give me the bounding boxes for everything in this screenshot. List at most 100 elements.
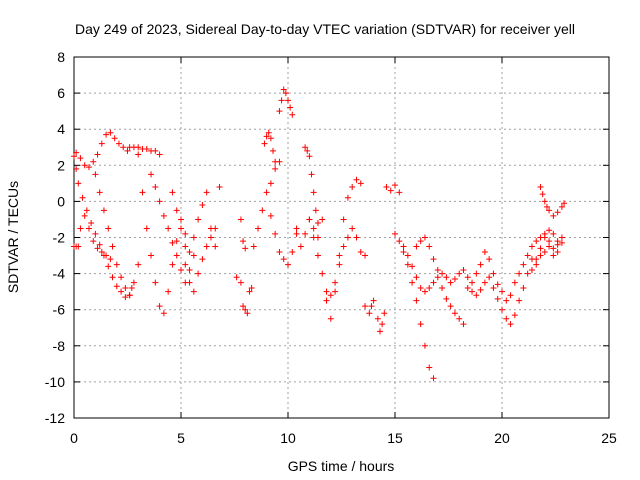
data-point <box>165 225 172 232</box>
data-point <box>319 270 326 277</box>
data-point <box>456 270 463 277</box>
data-point <box>464 285 471 292</box>
data-point <box>546 227 553 234</box>
data-point <box>143 146 150 153</box>
data-point <box>543 203 550 210</box>
data-point <box>182 243 189 250</box>
data-point <box>259 207 266 214</box>
data-point <box>105 263 112 270</box>
data-point <box>73 149 80 156</box>
y-axis-label: SDTVAR / TECUs <box>5 181 21 293</box>
data-point <box>173 252 180 259</box>
data-point <box>383 183 390 190</box>
data-point <box>306 153 313 160</box>
data-point <box>539 191 546 198</box>
data-point <box>242 306 249 313</box>
data-point <box>481 279 488 286</box>
data-point <box>460 266 467 273</box>
data-point <box>533 256 540 263</box>
series-arc-9 <box>182 183 223 295</box>
data-point <box>413 243 420 250</box>
data-point <box>456 315 463 322</box>
data-point <box>430 375 437 382</box>
data-point <box>272 158 279 165</box>
data-point <box>270 147 277 154</box>
data-point <box>377 328 384 335</box>
data-point <box>118 274 125 281</box>
data-points <box>71 86 568 382</box>
series-arc-30 <box>528 227 561 273</box>
data-point <box>242 245 249 252</box>
series-arc-28 <box>503 230 565 304</box>
x-tick-label: 20 <box>494 430 510 446</box>
data-point <box>107 256 114 263</box>
data-point <box>558 234 565 241</box>
data-point <box>310 225 317 232</box>
data-point <box>186 266 193 273</box>
grid-lines <box>74 57 609 418</box>
y-tick-label: 8 <box>57 49 65 65</box>
data-point <box>190 252 197 259</box>
data-point <box>207 234 214 241</box>
data-point <box>77 225 84 232</box>
data-point <box>304 147 311 154</box>
data-point <box>336 261 343 268</box>
data-point <box>186 279 193 286</box>
data-point <box>550 252 557 259</box>
data-point <box>173 207 180 214</box>
data-point <box>280 256 287 263</box>
data-point <box>90 238 97 245</box>
series-arc-21 <box>362 297 377 317</box>
x-axis-label: GPS time / hours <box>288 458 395 474</box>
data-point <box>374 315 381 322</box>
data-point <box>550 230 557 237</box>
data-point <box>233 274 240 281</box>
x-tick-label: 15 <box>387 430 403 446</box>
data-point <box>190 288 197 295</box>
data-point <box>250 243 257 250</box>
data-point <box>546 243 553 250</box>
series-arc-2 <box>71 212 114 263</box>
data-point <box>212 225 219 232</box>
series-arc-6 <box>135 151 189 317</box>
data-point <box>481 248 488 255</box>
data-point <box>92 230 99 237</box>
data-point <box>314 252 321 259</box>
data-point <box>261 140 268 147</box>
data-point <box>327 315 334 322</box>
data-point <box>357 180 364 187</box>
data-point <box>344 234 351 241</box>
data-point <box>216 183 223 190</box>
data-point <box>490 270 497 277</box>
data-point <box>124 147 131 154</box>
x-axis-tick-labels: 0 5 10 15 20 25 <box>70 430 617 446</box>
series-arc-12 <box>250 158 283 250</box>
y-axis-tick-labels: -12 -10 -8 -6 -4 -2 0 2 4 6 8 <box>45 49 65 426</box>
data-point <box>409 263 416 270</box>
data-point <box>278 97 285 104</box>
data-point <box>520 261 527 268</box>
data-point <box>156 198 163 205</box>
data-point <box>160 310 167 317</box>
data-point <box>511 279 518 286</box>
data-point <box>212 243 219 250</box>
data-point <box>237 279 244 286</box>
data-point <box>282 90 289 97</box>
data-point <box>327 292 334 299</box>
series-arc-3 <box>73 129 131 171</box>
data-point <box>308 171 315 178</box>
y-tick-label: -4 <box>53 266 66 282</box>
data-point <box>426 285 433 292</box>
data-point <box>263 189 270 196</box>
data-point <box>118 288 125 295</box>
data-point <box>554 248 561 255</box>
data-point <box>85 164 92 171</box>
y-tick-label: -6 <box>53 302 66 318</box>
data-point <box>541 198 548 205</box>
data-point <box>293 230 300 237</box>
data-point <box>550 212 557 219</box>
data-point <box>115 140 122 147</box>
data-point <box>276 108 283 115</box>
data-point <box>169 189 176 196</box>
y-tick-label: -10 <box>45 374 65 390</box>
